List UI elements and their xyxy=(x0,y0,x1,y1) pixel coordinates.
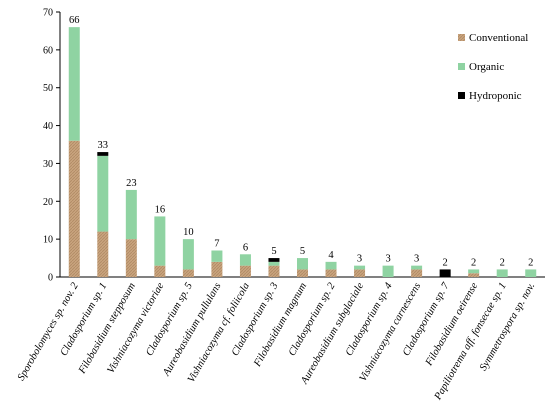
bar-total-label: 6 xyxy=(243,242,248,253)
legend-label-conventional: Conventional xyxy=(469,32,528,44)
bar-segment-hydroponic xyxy=(268,258,280,262)
legend-label-hydroponic: Hydroponic xyxy=(469,90,522,102)
bar-total-label: 23 xyxy=(126,178,137,189)
bar-segment-conventional xyxy=(468,273,480,277)
bar-segment-conventional xyxy=(211,261,223,277)
category-label: Filobasidium magnum xyxy=(252,281,310,370)
bar-segment-organic xyxy=(125,189,137,240)
bar-total-label: 7 xyxy=(214,239,219,250)
bar-segment-hydroponic xyxy=(439,269,451,277)
bar-segment-conventional xyxy=(411,269,423,277)
bar-total-label: 5 xyxy=(271,246,276,257)
bar-segment-conventional xyxy=(154,265,166,277)
bar-segment-organic xyxy=(496,269,508,277)
bar-segment-organic xyxy=(411,265,423,270)
legend-swatch-organic xyxy=(458,63,465,70)
bar-segment-conventional xyxy=(68,140,80,277)
bar-total-label: 10 xyxy=(183,227,194,238)
bar-segment-conventional xyxy=(97,231,109,277)
legend-swatch-conventional xyxy=(458,34,465,41)
bar-total-label: 2 xyxy=(471,257,476,268)
legend-label-organic: Organic xyxy=(469,61,504,73)
bar-total-label: 2 xyxy=(443,257,448,268)
y-tick-label: 20 xyxy=(43,197,53,208)
bar-total-label: 3 xyxy=(385,254,390,265)
bar-segment-organic xyxy=(382,265,394,277)
y-tick-label: 70 xyxy=(43,8,53,19)
bar-total-label: 3 xyxy=(414,254,419,265)
bar-segment-conventional xyxy=(354,269,366,277)
legend: Conventional Organic Hydroponic xyxy=(458,32,528,102)
bar-area xyxy=(68,27,537,277)
y-tick-label: 0 xyxy=(48,273,53,284)
bar-segment-organic xyxy=(325,261,337,270)
bar-segment-conventional xyxy=(297,269,308,277)
bar-segment-conventional xyxy=(268,265,280,277)
bar-segment-organic xyxy=(154,216,166,266)
bar-segment-organic xyxy=(297,258,308,270)
bar-segment-conventional xyxy=(239,265,251,277)
bar-total-label: 2 xyxy=(528,257,533,268)
bar-segment-hydroponic xyxy=(97,152,109,156)
bar-segment-organic xyxy=(182,239,194,270)
bar-segment-conventional xyxy=(325,269,337,277)
bar-segment-organic xyxy=(211,250,223,262)
bar-segment-organic xyxy=(468,269,480,274)
y-tick-label: 60 xyxy=(43,45,53,56)
bar-total-label: 66 xyxy=(69,15,80,26)
bar-total-label: 3 xyxy=(357,254,362,265)
y-axis: 0 10 20 30 40 50 60 70 xyxy=(43,8,545,284)
bar-total-label: 16 xyxy=(155,204,166,215)
category-label: Filobasidium oeirense xyxy=(423,281,480,369)
bar-segment-organic xyxy=(525,269,537,277)
bar-segment-organic xyxy=(354,265,366,270)
bar-segment-organic xyxy=(268,261,280,266)
bar-segment-organic xyxy=(239,254,251,266)
y-tick-label: 10 xyxy=(43,235,53,246)
bar-segment-conventional xyxy=(125,239,137,277)
bar-segment-conventional xyxy=(182,269,194,277)
bar-total-label: 2 xyxy=(500,257,505,268)
y-tick-label: 50 xyxy=(43,83,53,94)
bar-segment-organic xyxy=(68,27,80,141)
y-tick-label: 30 xyxy=(43,159,53,170)
bar-total-label: 33 xyxy=(98,140,109,151)
bar-segment-organic xyxy=(97,155,109,232)
legend-swatch-hydroponic xyxy=(458,92,465,99)
bar-total-label: 5 xyxy=(300,246,305,257)
y-tick-label: 40 xyxy=(43,121,53,132)
category-label: Symmetrospora sp. nov. xyxy=(478,281,537,373)
bar-total-label: 4 xyxy=(328,250,334,261)
